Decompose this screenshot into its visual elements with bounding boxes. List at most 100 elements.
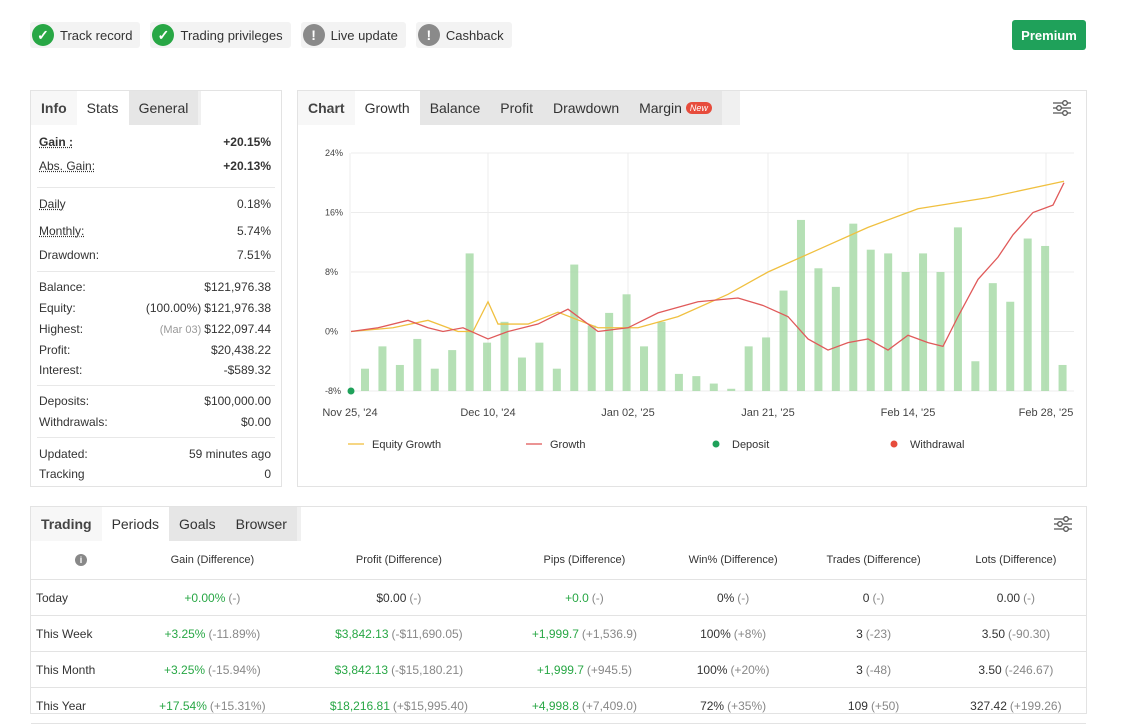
cell-pips: +0.0 (-) [504,579,665,616]
info-row: Tracking 0 [39,467,271,481]
cell-value: 3.50 [981,626,1006,641]
cell-lots: 3.50 (-90.30) [945,615,1086,652]
cell-gain: +3.25% (-15.94%) [131,651,294,688]
growth-bar [831,286,840,391]
info-value-wrap: +20.13% [223,159,271,173]
growth-bar [552,368,561,391]
period-name: Today [31,579,131,616]
cell-difference: (+1,536.9) [581,626,637,641]
info-value: $100,000.00 [204,394,271,408]
growth-bar [796,219,805,391]
info-row: Interest: -$589.32 [39,363,271,377]
info-value: 0.18% [236,197,271,211]
badge-trading-privileges[interactable]: ✓ Trading privileges [150,22,291,48]
growth-bar [779,290,788,391]
info-label: Updated: [39,447,88,461]
tab-margin[interactable]: Margin New [629,91,722,125]
info-panel: Info Stats General Gain : +20.15% Abs. Gai… [30,90,282,487]
legend-label: Growth [550,439,585,451]
table-row: This Week +3.25% (-11.89%) $3,842.13 (-$11,6… [31,615,1086,652]
badge-live-update[interactable]: ! Live update [300,22,406,48]
tab-goals[interactable]: Goals [169,507,226,541]
check-icon: ✓ [152,24,175,46]
cell-difference: (-48) [865,662,892,677]
info-row: Withdrawals: $0.00 [39,415,271,429]
tab-balance[interactable]: Balance [419,91,491,125]
periods-panel: Trading Periods Goals Browser i Gain (Di… [30,506,1087,724]
info-value-wrap: (Mar 03) $122,097.44 [160,322,271,336]
exclamation-icon: ! [302,24,325,46]
growth-bar [988,283,997,391]
x-tick-label: Nov 25, '24 [322,407,377,419]
growth-bar [884,253,893,391]
tab-general[interactable]: General [128,91,199,125]
badge-track-record[interactable]: ✓ Track record [30,22,141,48]
tab-chart[interactable]: Chart [298,91,355,125]
cell-value: 3.50 [978,662,1002,677]
cell-difference: (-246.67) [1004,662,1054,677]
cell-gain: +0.00% (-) [131,579,294,616]
growth-bar [936,272,945,391]
tab-profit[interactable]: Profit [490,91,543,125]
cell-value: +3.25% [164,662,206,677]
growth-chart: 24% 16% 8% 0% -8% Nov 25, '24 Dec 10, '24 Jan 0… [322,148,1074,451]
growth-bar [866,249,875,391]
tab-growth[interactable]: Growth [354,91,420,125]
tab-info[interactable]: Info [31,91,77,125]
cell-difference: (+20%) [730,662,770,677]
premium-button[interactable]: Premium [1012,20,1086,50]
cell-value: 0% [716,590,735,605]
cell-difference: (+945.5) [586,662,632,677]
growth-bar [465,253,474,391]
divider [37,187,275,188]
info-row: Abs. Gain: +20.13% [39,159,271,173]
tab-stats[interactable]: Stats [76,91,129,125]
info-label: Daily [39,197,66,211]
tab-drawdown[interactable]: Drawdown [542,91,630,125]
tab-trading[interactable]: Trading [31,507,102,541]
growth-bar [727,388,736,391]
y-tick-label: -8% [325,386,341,396]
growth-bar [971,361,980,391]
tab-browser[interactable]: Browser [225,507,297,541]
info-label: Equity: [39,301,76,315]
info-header[interactable]: i [31,541,131,580]
cell-value: $3,842.13 [334,662,389,677]
cell-difference: (-) [591,590,604,605]
divider [37,271,275,272]
info-value-wrap: $100,000.00 [204,394,271,408]
table-row: This Year +17.54% (+15.31%) $18,216.81 (+$15… [31,687,1086,724]
legend-label: Deposit [732,439,769,451]
growth-bar [483,342,492,391]
cell-value: +1,999.7 [531,626,579,641]
tab-margin-label: Margin [639,100,682,116]
cell-difference: (-23) [865,626,892,641]
tab-periods[interactable]: Periods [101,507,170,541]
growth-bar [849,223,858,391]
cell-difference: (-$15,180.21) [391,662,464,677]
info-row: Gain : +20.15% [39,135,271,149]
cell-pips: +1,999.7 (+945.5) [504,651,665,688]
growth-bar [395,364,404,391]
cell-trades: 0 (-) [801,579,946,616]
info-value-wrap: $0.00 [241,415,271,429]
cell-profit: $3,842.13 (-$11,690.05) [293,615,505,652]
col-lots: Lots (Difference) [945,541,1086,580]
growth-bar [1058,364,1067,391]
growth-bar [622,294,631,391]
col-win: Win% (Difference) [664,541,802,580]
info-value: 0 [264,467,271,481]
info-icon[interactable]: i [75,554,87,566]
info-value: $121,976.38 [204,301,271,315]
info-value-wrap: $20,438.22 [211,343,271,357]
info-value: $20,438.22 [210,343,271,357]
info-label: Abs. Gain: [39,159,96,173]
filter-settings-icon[interactable] [1053,515,1073,533]
periods-table: i Gain (Difference) Profit (Difference) … [31,541,1086,724]
badge-cashback[interactable]: ! Cashback [415,22,512,48]
info-value: $122,097.44 [204,322,271,336]
filter-settings-icon[interactable] [1052,99,1072,117]
divider [37,437,275,438]
x-tick-label: Jan 21, '25 [741,407,794,419]
info-label: Balance: [39,280,86,294]
